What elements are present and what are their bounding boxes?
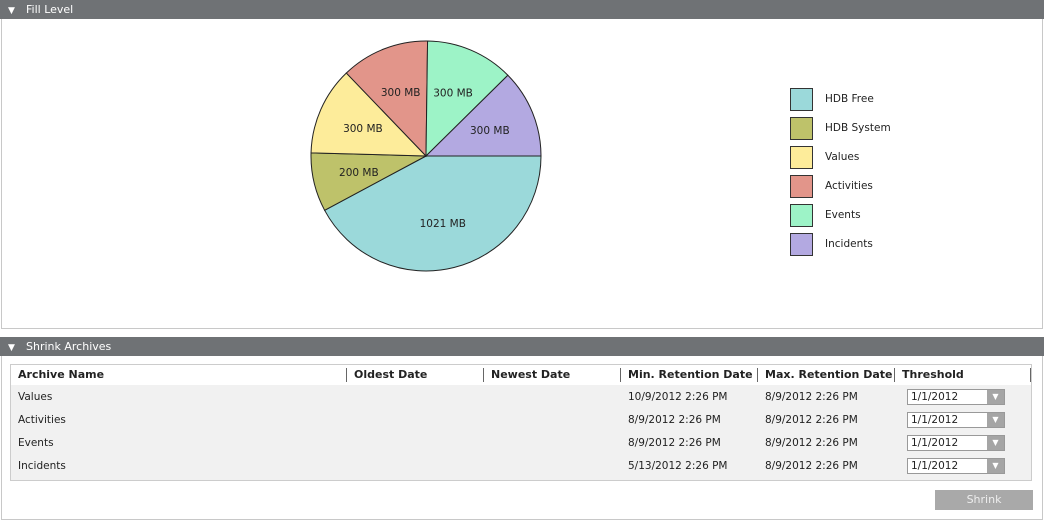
- legend-item: HDB Free: [790, 88, 891, 117]
- dropdown-arrow-icon[interactable]: ▼: [987, 413, 1004, 427]
- legend-swatch: [790, 175, 813, 198]
- legend-label: Values: [825, 151, 860, 163]
- legend-swatch: [790, 146, 813, 169]
- col-newest-date[interactable]: Newest Date: [491, 368, 571, 381]
- fill-level-header[interactable]: ▼ Fill Level: [0, 0, 1044, 19]
- col-max-retention[interactable]: Max. Retention Date: [765, 368, 893, 381]
- threshold-value: 1/1/2012: [911, 460, 959, 472]
- collapse-triangle-icon[interactable]: ▼: [8, 6, 15, 16]
- col-min-retention[interactable]: Min. Retention Date: [628, 368, 753, 381]
- max-retention-date: 8/9/2012 2:26 PM: [765, 460, 858, 472]
- archive-name: Values: [18, 391, 53, 403]
- col-threshold[interactable]: Threshold: [902, 368, 964, 381]
- archives-table: Archive Name Oldest Date Newest Date Min…: [10, 364, 1032, 481]
- collapse-triangle-icon[interactable]: ▼: [8, 343, 15, 353]
- chart-legend: HDB Free HDB System Values Activities Events…: [790, 88, 891, 262]
- max-retention-date: 8/9/2012 2:26 PM: [765, 391, 858, 403]
- table-header: Archive Name Oldest Date Newest Date Min…: [11, 365, 1031, 385]
- col-oldest-date[interactable]: Oldest Date: [354, 368, 428, 381]
- threshold-dropdown[interactable]: 1/1/2012 ▼: [907, 435, 1005, 451]
- slice-label: 300 MB: [381, 87, 421, 99]
- table-row[interactable]: Values 10/9/2012 2:26 PM 8/9/2012 2:26 P…: [11, 386, 1031, 409]
- dropdown-arrow-icon[interactable]: ▼: [987, 390, 1004, 404]
- table-row[interactable]: Events 8/9/2012 2:26 PM 8/9/2012 2:26 PM…: [11, 432, 1031, 455]
- legend-label: Activities: [825, 180, 873, 192]
- section-title: Fill Level: [26, 3, 74, 16]
- table-row[interactable]: Activities 8/9/2012 2:26 PM 8/9/2012 2:2…: [11, 409, 1031, 432]
- slice-label: 300 MB: [343, 123, 383, 135]
- slice-label: 300 MB: [470, 125, 510, 137]
- shrink-button[interactable]: Shrink: [935, 490, 1033, 510]
- legend-label: Incidents: [825, 238, 873, 250]
- pie-slice-activities: [345, 40, 429, 158]
- legend-item: Incidents: [790, 233, 891, 262]
- legend-swatch: [790, 233, 813, 256]
- max-retention-date: 8/9/2012 2:26 PM: [765, 437, 858, 449]
- min-retention-date: 8/9/2012 2:26 PM: [628, 414, 721, 426]
- threshold-value: 1/1/2012: [911, 391, 959, 403]
- max-retention-date: 8/9/2012 2:26 PM: [765, 414, 858, 426]
- legend-item: HDB System: [790, 117, 891, 146]
- col-archive-name[interactable]: Archive Name: [18, 368, 105, 381]
- legend-label: HDB Free: [825, 93, 874, 105]
- pie-slice-hdb-free: [323, 155, 542, 272]
- archive-name: Events: [18, 437, 54, 449]
- shrink-archives-header[interactable]: ▼ Shrink Archives: [0, 337, 1044, 356]
- section-title: Shrink Archives: [26, 340, 112, 353]
- fill-level-panel: 1021 MB 200 MB 300 MB 300 MB 300 MB 300 MB HD…: [1, 19, 1043, 329]
- min-retention-date: 10/9/2012 2:26 PM: [628, 391, 728, 403]
- shrink-archives-panel: [1, 356, 1043, 520]
- threshold-dropdown[interactable]: 1/1/2012 ▼: [907, 389, 1005, 405]
- legend-swatch: [790, 204, 813, 227]
- pie-slice-events: [425, 40, 509, 158]
- table-row[interactable]: Incidents 5/13/2012 2:26 PM 8/9/2012 2:2…: [11, 455, 1031, 478]
- legend-item: Values: [790, 146, 891, 175]
- threshold-dropdown[interactable]: 1/1/2012 ▼: [907, 458, 1005, 474]
- legend-label: Events: [825, 209, 861, 221]
- pie-slice-values: [310, 72, 428, 157]
- legend-swatch: [790, 88, 813, 111]
- pie-chart: 1021 MB 200 MB 300 MB 300 MB 300 MB 300 MB: [310, 40, 542, 272]
- dropdown-arrow-icon[interactable]: ▼: [987, 459, 1004, 473]
- pie-slice-incidents: [424, 74, 542, 157]
- threshold-dropdown[interactable]: 1/1/2012 ▼: [907, 412, 1005, 428]
- slice-label: 300 MB: [433, 88, 473, 100]
- slice-label: 1021 MB: [420, 218, 466, 230]
- legend-swatch: [790, 117, 813, 140]
- legend-item: Events: [790, 204, 891, 233]
- archive-name: Activities: [18, 414, 66, 426]
- dropdown-arrow-icon[interactable]: ▼: [987, 436, 1004, 450]
- threshold-value: 1/1/2012: [911, 437, 959, 449]
- archive-name: Incidents: [18, 460, 66, 472]
- legend-label: HDB System: [825, 122, 891, 134]
- threshold-value: 1/1/2012: [911, 414, 959, 426]
- legend-item: Activities: [790, 175, 891, 204]
- slice-label: 200 MB: [339, 167, 379, 179]
- min-retention-date: 8/9/2012 2:26 PM: [628, 437, 721, 449]
- min-retention-date: 5/13/2012 2:26 PM: [628, 460, 728, 472]
